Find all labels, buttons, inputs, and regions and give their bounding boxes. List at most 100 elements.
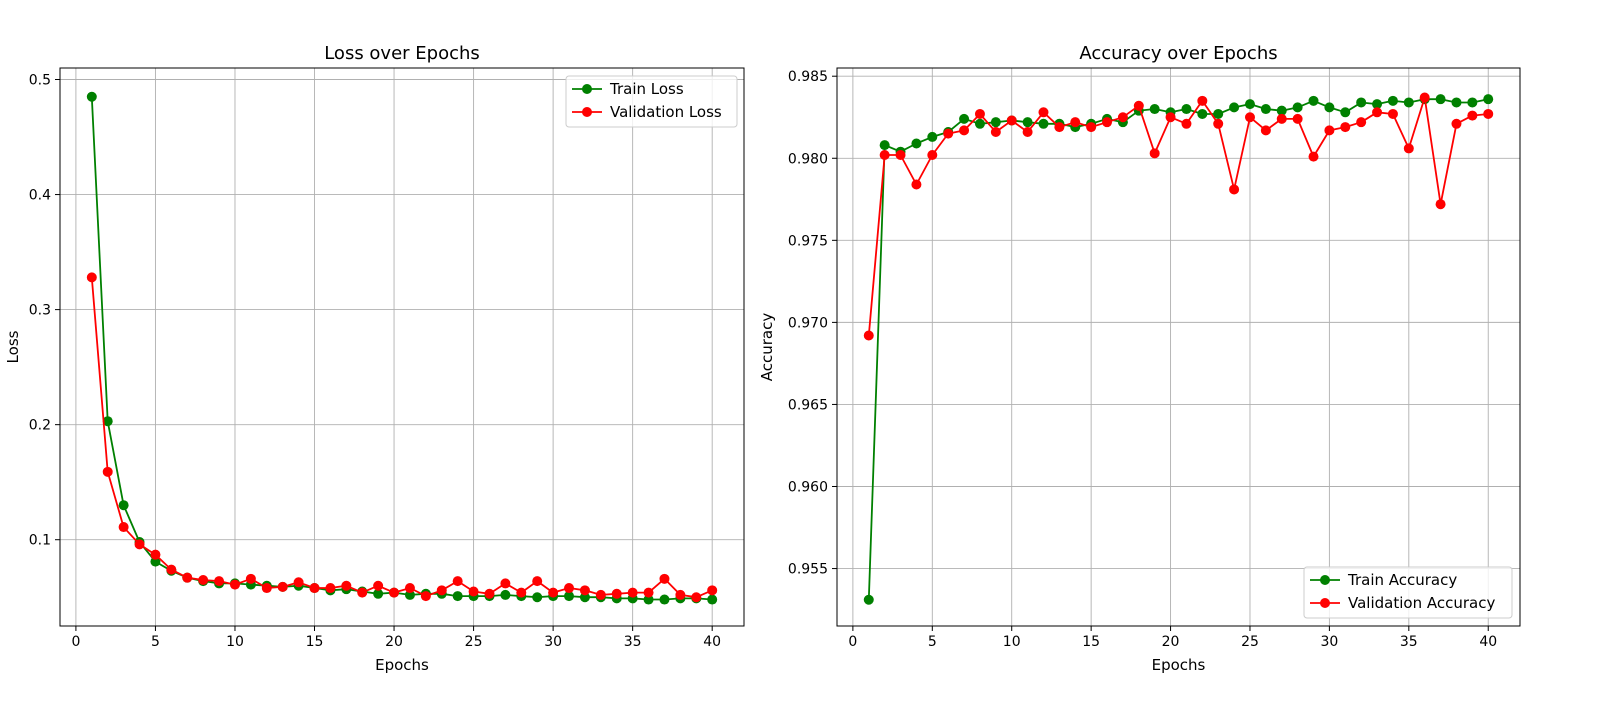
loss-y-tick-label: 0.3 xyxy=(29,303,51,319)
accuracy-data-point-validation-accuracy xyxy=(1292,113,1303,124)
accuracy-data-point-validation-accuracy xyxy=(1276,113,1287,124)
accuracy-legend-box xyxy=(1303,566,1513,619)
accuracy-x-tick-label: 20 xyxy=(1162,634,1180,650)
loss-data-point-validation-loss xyxy=(309,583,320,594)
accuracy-data-point-validation-accuracy xyxy=(943,128,954,139)
loss-data-point-validation-loss xyxy=(341,580,352,591)
accuracy-plot-frame xyxy=(836,67,1521,627)
loss-data-point-validation-loss xyxy=(707,585,718,596)
loss-data-point-validation-loss xyxy=(325,583,336,594)
accuracy-data-point-validation-accuracy xyxy=(1467,110,1478,121)
loss-data-point-validation-loss xyxy=(134,539,145,550)
accuracy-x-tick-label: 0 xyxy=(848,634,857,650)
loss-data-point-validation-loss xyxy=(436,585,447,596)
accuracy-y-tick-label: 0.985 xyxy=(788,69,828,85)
accuracy-x-tick-label: 25 xyxy=(1241,634,1259,650)
loss-data-point-train-loss xyxy=(373,588,384,599)
accuracy-x-axis-label: Epochs xyxy=(1152,656,1206,674)
loss-legend-label-validation-loss: Validation Loss xyxy=(610,103,722,121)
accuracy-legend-label-train-accuracy: Train Accuracy xyxy=(1347,571,1457,589)
accuracy-data-point-train-accuracy xyxy=(927,131,938,142)
accuracy-data-point-train-accuracy xyxy=(1181,104,1192,115)
accuracy-data-point-validation-accuracy xyxy=(974,108,985,119)
loss-y-axis-label: Loss xyxy=(4,330,22,363)
loss-data-point-validation-loss xyxy=(86,272,97,283)
accuracy-data-point-train-accuracy xyxy=(879,140,890,151)
accuracy-data-point-train-accuracy xyxy=(1324,102,1335,113)
loss-legend-marker-train-loss xyxy=(582,84,592,94)
accuracy-data-point-validation-accuracy xyxy=(1308,151,1319,162)
loss-data-point-validation-loss xyxy=(532,576,543,587)
accuracy-data-point-validation-accuracy xyxy=(1054,122,1065,133)
accuracy-data-point-validation-accuracy xyxy=(1372,107,1383,118)
accuracy-data-point-train-accuracy xyxy=(911,138,922,149)
loss-data-point-validation-loss xyxy=(293,577,304,588)
loss-data-point-validation-loss xyxy=(277,581,288,592)
accuracy-legend-marker-train-accuracy xyxy=(1320,575,1330,585)
accuracy-data-point-train-accuracy xyxy=(1435,94,1446,105)
accuracy-data-point-validation-accuracy xyxy=(1086,122,1097,133)
loss-legend-label-train-loss: Train Loss xyxy=(609,80,684,98)
accuracy-y-axis-label: Accuracy xyxy=(758,313,776,382)
loss-data-point-train-loss xyxy=(532,592,543,603)
loss-data-point-train-loss xyxy=(643,594,654,605)
accuracy-data-point-train-accuracy xyxy=(1292,102,1303,113)
loss-y-tick-label: 0.4 xyxy=(29,188,51,204)
accuracy-data-point-validation-accuracy xyxy=(1483,108,1494,119)
loss-data-point-validation-loss xyxy=(373,580,384,591)
loss-data-point-train-loss xyxy=(500,589,511,600)
accuracy-x-tick-label: 40 xyxy=(1479,634,1497,650)
loss-x-tick-label: 5 xyxy=(151,634,160,650)
accuracy-data-point-validation-accuracy xyxy=(1038,107,1049,118)
accuracy-x-tick-label: 15 xyxy=(1082,634,1100,650)
accuracy-data-point-validation-accuracy xyxy=(1451,118,1462,129)
accuracy-data-point-train-accuracy xyxy=(1022,117,1033,128)
accuracy-data-point-validation-accuracy xyxy=(1229,184,1240,195)
loss-data-point-validation-loss xyxy=(468,586,479,597)
accuracy-x-tick-label: 35 xyxy=(1400,634,1418,650)
accuracy-data-point-train-accuracy xyxy=(1213,108,1224,119)
accuracy-y-tick-label: 0.955 xyxy=(788,562,828,578)
accuracy-data-point-train-accuracy xyxy=(959,113,970,124)
loss-y-tick-label: 0.1 xyxy=(29,533,51,549)
loss-legend-box xyxy=(565,75,738,128)
accuracy-data-point-train-accuracy xyxy=(1229,102,1240,113)
accuracy-data-point-validation-accuracy xyxy=(1006,115,1017,126)
accuracy-data-point-train-accuracy xyxy=(1403,97,1414,108)
accuracy-data-point-validation-accuracy xyxy=(1419,92,1430,103)
loss-data-point-validation-loss xyxy=(627,587,638,598)
accuracy-data-point-validation-accuracy xyxy=(911,179,922,190)
accuracy-y-tick-label: 0.975 xyxy=(788,233,828,249)
loss-data-point-validation-loss xyxy=(150,549,161,560)
loss-data-point-train-loss xyxy=(659,594,670,605)
accuracy-data-point-validation-accuracy xyxy=(990,127,1001,138)
accuracy-data-point-train-accuracy xyxy=(1260,104,1271,115)
loss-data-point-validation-loss xyxy=(564,583,575,594)
loss-data-point-validation-loss xyxy=(198,574,209,585)
accuracy-data-point-train-accuracy xyxy=(1451,97,1462,108)
loss-y-tick-label: 0.2 xyxy=(29,418,51,434)
loss-x-tick-label: 40 xyxy=(703,634,721,650)
accuracy-data-point-validation-accuracy xyxy=(1340,122,1351,133)
loss-x-tick-label: 35 xyxy=(624,634,642,650)
loss-data-point-train-loss xyxy=(118,500,129,511)
loss-data-point-validation-loss xyxy=(229,579,240,590)
loss-data-point-validation-loss xyxy=(166,564,177,575)
loss-data-point-validation-loss xyxy=(675,589,686,600)
accuracy-series-line-validation-accuracy xyxy=(867,96,1489,336)
accuracy-data-point-train-accuracy xyxy=(1197,108,1208,119)
loss-y-tick-label: 0.5 xyxy=(29,73,51,89)
loss-chart: 0 5 10 15 20 25 30 35 40 0.1 0.2 0.3 0.4 0.5 Loss over… xyxy=(4,43,745,674)
accuracy-data-point-train-accuracy xyxy=(1244,99,1255,110)
loss-data-point-validation-loss xyxy=(595,589,606,600)
loss-data-point-validation-loss xyxy=(548,587,559,598)
accuracy-data-point-validation-accuracy xyxy=(1197,95,1208,106)
accuracy-data-point-train-accuracy xyxy=(1372,99,1383,110)
accuracy-data-point-validation-accuracy xyxy=(1102,117,1113,128)
loss-data-point-validation-loss xyxy=(516,587,527,598)
loss-data-point-train-loss xyxy=(707,594,718,605)
accuracy-y-tick-label: 0.965 xyxy=(788,397,828,413)
loss-data-point-validation-loss xyxy=(452,576,463,587)
accuracy-x-tick-label: 30 xyxy=(1320,634,1338,650)
loss-data-point-validation-loss xyxy=(643,587,654,598)
